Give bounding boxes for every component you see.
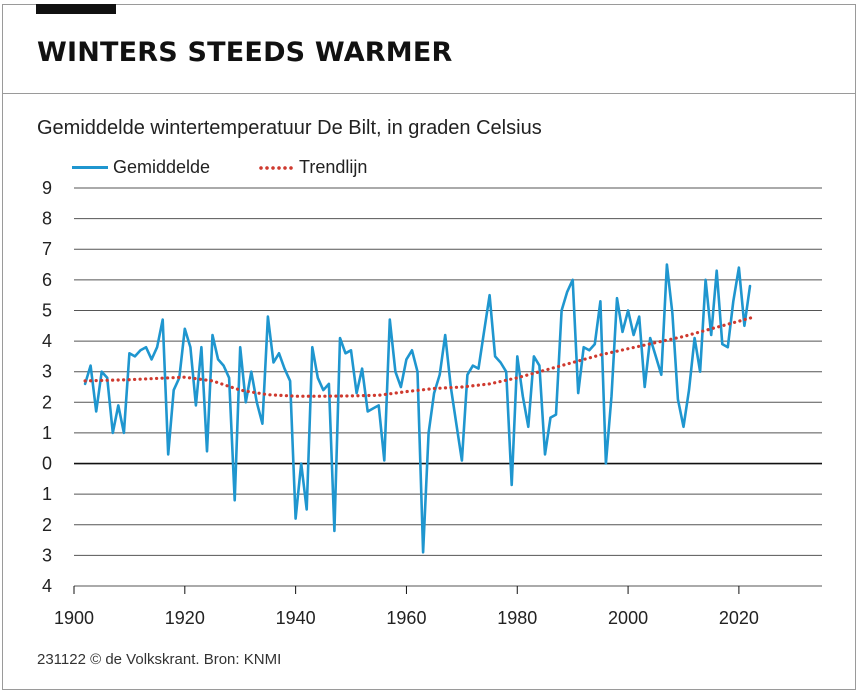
y-tick-label: 4 [42,331,52,351]
y-tick-label: 3 [42,362,52,382]
y-tick-label: 2 [42,515,52,535]
x-tick-label: 1960 [386,608,426,628]
source-credit: 231122 © de Volkskrant. Bron: KNMI [37,651,282,668]
y-tick-label: 8 [42,209,52,229]
x-tick-label: 1900 [54,608,94,628]
y-tick-label: 1 [42,484,52,504]
legend-item-average: Gemiddelde [72,157,210,178]
y-tick-label: 6 [42,270,52,290]
x-tick-label: 1920 [165,608,205,628]
legend-item-trend: Trendlijn [258,157,367,178]
chart-frame [2,4,856,690]
y-tick-label: 2 [42,392,52,412]
y-tick-label: 4 [42,576,52,596]
grid-lines [74,187,822,587]
header-divider [3,93,855,94]
series-line-trendlijn [83,315,758,398]
header-accent-bar [36,4,116,14]
chart-subtitle: Gemiddelde wintertemperatuur De Bilt, in… [37,117,542,139]
y-axis-ticks: 9 8 7 6 5 4 3 2 1 0 1 2 3 4 [42,178,52,596]
y-tick-label: 1 [42,423,52,443]
y-tick-label: 3 [42,545,52,565]
y-tick-label: 0 [42,454,52,474]
y-tick-label: 5 [42,300,52,320]
x-tick-label: 2000 [608,608,648,628]
series-line-gemiddelde [83,263,752,554]
x-tick-label: 1980 [497,608,537,628]
legend-swatch-trend [258,165,294,170]
legend-label-trend: Trendlijn [299,157,368,177]
x-axis-ticks: 1900 1920 1940 1960 1980 2000 2020 [54,586,759,628]
x-tick-label: 1940 [276,608,316,628]
series-layer [83,263,758,554]
x-tick-label: 2020 [719,608,759,628]
y-tick-label: 9 [42,178,52,198]
legend-label-average: Gemiddelde [113,157,211,177]
y-tick-label: 7 [42,239,52,259]
page-title: WINTERS STEEDS WARMER [37,37,453,68]
legend-swatch-average [72,166,108,169]
